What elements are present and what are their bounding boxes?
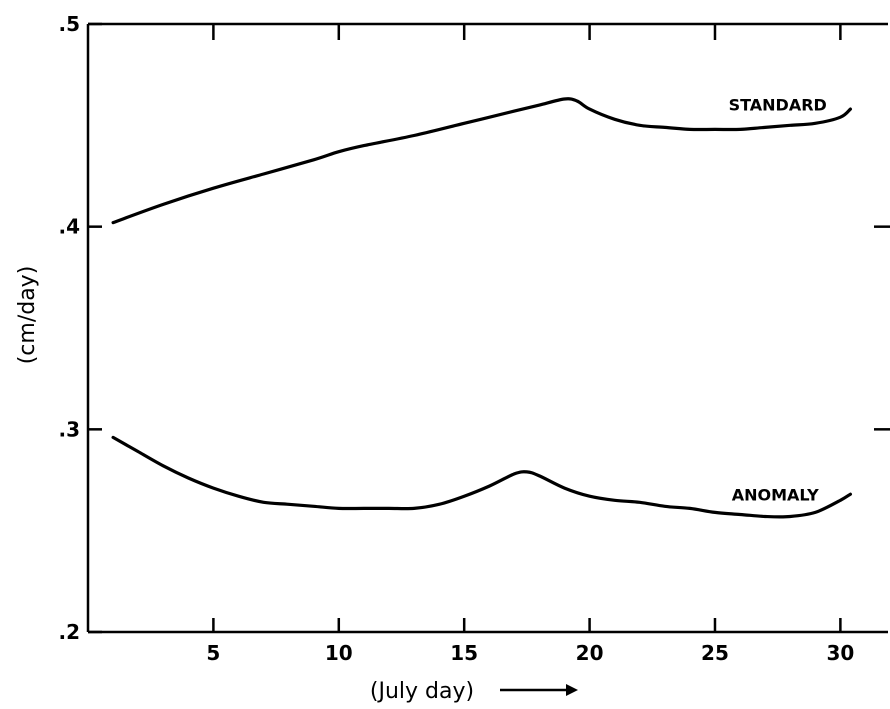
x-axis-label: (July day) — [370, 679, 474, 704]
x-axis-label-group: (July day) — [370, 679, 578, 704]
y-axis-ticks: .2 .3 .4 .5 — [58, 12, 890, 644]
series-line-anomaly — [111, 435, 852, 519]
y-tick-label: .5 — [58, 12, 80, 36]
series-line-standard — [111, 97, 852, 225]
plot-frame — [86, 22, 888, 634]
x-tick-label: 15 — [450, 641, 478, 665]
x-tick-label: 5 — [206, 641, 220, 665]
y-tick-label: .2 — [58, 620, 80, 644]
series-label-anomaly: ANOMALY — [732, 485, 819, 504]
series-lines — [111, 97, 852, 519]
y-axis-label: (cm/day) — [15, 266, 40, 365]
x-axis-ticks: 5 10 15 20 25 30 — [206, 24, 854, 665]
arrow-right-icon — [500, 684, 578, 696]
x-tick-label: 20 — [576, 641, 604, 665]
x-tick-label: 30 — [826, 641, 854, 665]
x-tick-label: 10 — [325, 641, 353, 665]
y-tick-label: .4 — [58, 215, 80, 239]
y-tick-label: .3 — [58, 417, 80, 441]
series-labels: STANDARD ANOMALY — [729, 95, 827, 504]
series-label-standard: STANDARD — [729, 95, 827, 114]
x-tick-label: 25 — [701, 641, 729, 665]
